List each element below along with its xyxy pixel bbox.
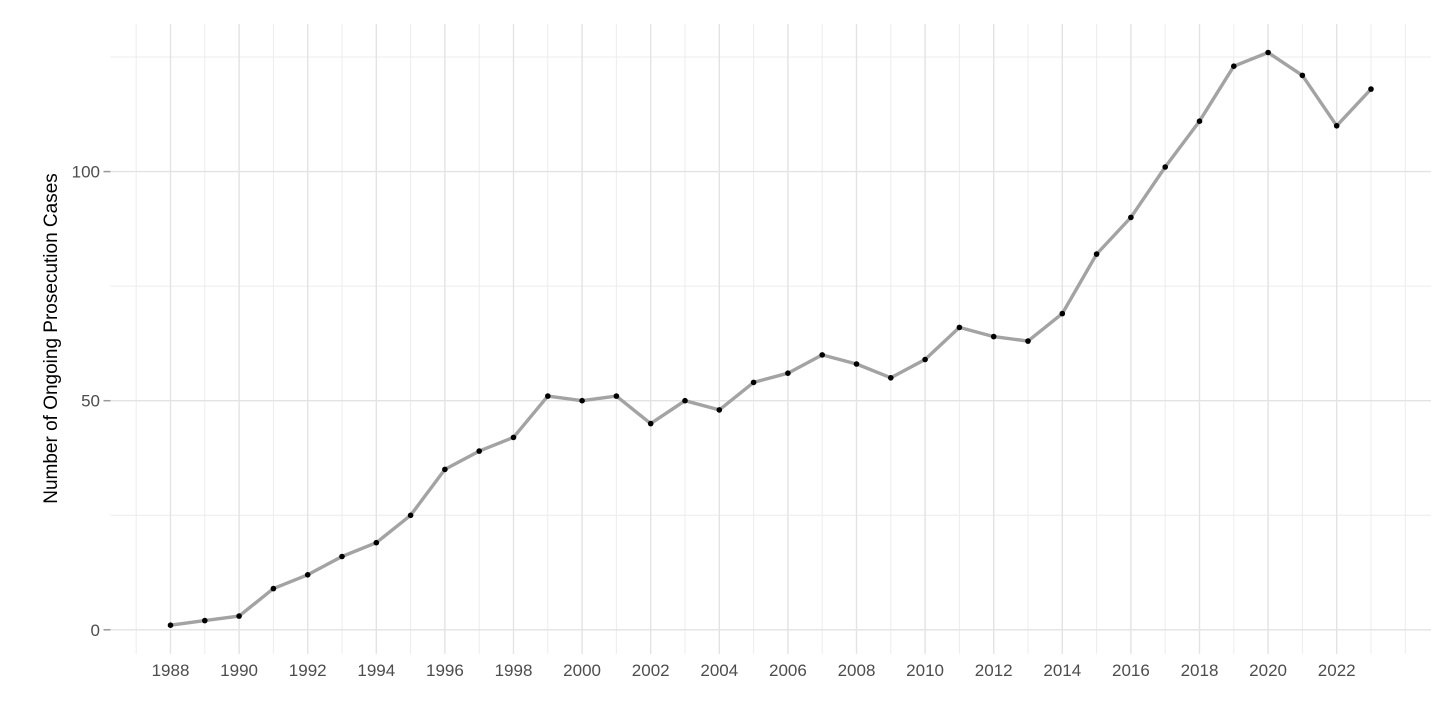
x-tick-label: 2020	[1249, 661, 1287, 680]
x-tick-label: 2004	[700, 661, 738, 680]
data-point	[613, 393, 620, 399]
data-point	[1059, 310, 1066, 317]
y-tick-label: 100	[72, 163, 100, 182]
x-tick-label: 2022	[1318, 661, 1356, 680]
data-point	[236, 613, 242, 619]
data-point	[545, 393, 551, 399]
data-point	[304, 572, 311, 578]
data-point	[202, 617, 208, 624]
data-point	[853, 361, 860, 367]
x-tick-label: 2018	[1181, 661, 1219, 680]
data-point	[270, 585, 277, 592]
x-tick-label: 2006	[769, 661, 807, 680]
data-point	[1333, 123, 1340, 129]
data-point	[819, 352, 825, 358]
data-point	[1231, 63, 1237, 69]
data-point	[167, 622, 174, 628]
data-point	[476, 448, 483, 454]
x-tick-label: 2012	[975, 661, 1013, 680]
data-point	[647, 420, 654, 427]
data-point	[750, 379, 757, 386]
y-axis-title: Number of Ongoing Prosecution Cases	[41, 173, 62, 504]
data-point	[785, 370, 791, 377]
x-tick-label: 1998	[495, 661, 533, 680]
series-line	[168, 50, 1373, 627]
data-point	[1128, 214, 1134, 221]
data-point	[956, 324, 963, 331]
x-tick-label: 2000	[563, 661, 601, 680]
x-tick-label: 2002	[632, 661, 670, 680]
x-tick-label: 1996	[426, 661, 464, 680]
data-point	[1368, 86, 1374, 92]
data-point	[1265, 49, 1271, 56]
data-point	[922, 356, 928, 363]
data-point	[888, 375, 894, 381]
data-point	[1299, 72, 1306, 79]
x-tick-label: 2008	[838, 661, 876, 680]
x-tick-label: 1994	[357, 661, 395, 680]
data-point	[682, 397, 688, 404]
x-tick-label: 2010	[906, 661, 944, 680]
data-point	[579, 397, 585, 404]
x-tick-label: 2016	[1112, 661, 1150, 680]
x-tick-label: 1990	[220, 661, 258, 680]
data-point	[339, 553, 345, 560]
data-point	[990, 333, 997, 340]
y-tick-label: 0	[91, 621, 100, 640]
y-tick-label: 50	[81, 392, 100, 411]
data-point	[716, 407, 723, 413]
data-point	[1025, 338, 1031, 344]
data-point	[1093, 251, 1100, 257]
data-point	[442, 466, 448, 473]
data-point	[407, 512, 414, 519]
x-tick-label: 1988	[152, 661, 190, 680]
data-point	[373, 539, 380, 546]
data-point	[1196, 118, 1203, 124]
data-point	[510, 434, 517, 441]
data-point	[1162, 164, 1168, 170]
x-tick-label: 1992	[289, 661, 327, 680]
x-tick-label: 2014	[1043, 661, 1081, 680]
